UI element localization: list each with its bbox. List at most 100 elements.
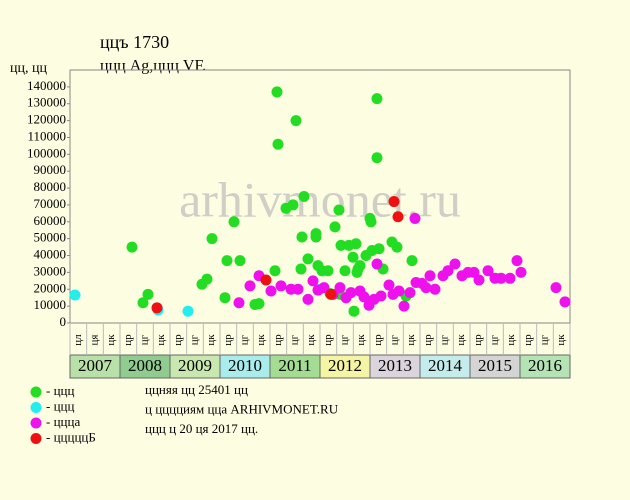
point bbox=[296, 231, 308, 243]
y-tick-label: 120000 bbox=[27, 112, 66, 127]
y-axis-label: цц, цц bbox=[10, 61, 47, 76]
y-tick-label: 10000 bbox=[34, 297, 67, 312]
point bbox=[292, 283, 304, 295]
point bbox=[393, 285, 405, 297]
x-sublabel: цк bbox=[555, 334, 567, 346]
point bbox=[371, 93, 383, 105]
point bbox=[69, 289, 81, 301]
x-sublabel: цр bbox=[272, 334, 284, 346]
point bbox=[442, 265, 454, 277]
x-sublabel: цр bbox=[372, 334, 384, 346]
point bbox=[142, 288, 154, 300]
y-tick-label: 60000 bbox=[34, 213, 67, 228]
x-sublabel: цг bbox=[339, 334, 351, 345]
point bbox=[482, 265, 494, 277]
x-sublabel: цк bbox=[455, 334, 467, 346]
point bbox=[206, 233, 218, 245]
x-sublabel: цк bbox=[405, 334, 417, 346]
legend-label: - ццца bbox=[46, 414, 80, 429]
point bbox=[449, 258, 461, 270]
x-sublabel: цк bbox=[105, 334, 117, 346]
point bbox=[504, 272, 516, 284]
legend-marker bbox=[30, 417, 42, 429]
point bbox=[137, 297, 149, 309]
x-sublabel: цк bbox=[505, 334, 517, 346]
x-sublabel: цг bbox=[489, 334, 501, 345]
y-tick-label: 100000 bbox=[27, 145, 66, 160]
point bbox=[298, 191, 310, 202]
year-label: 2010 bbox=[228, 356, 262, 375]
point bbox=[515, 266, 527, 278]
y-tick-label: 130000 bbox=[27, 95, 66, 110]
point bbox=[271, 86, 283, 98]
x-sublabel: цр bbox=[322, 334, 334, 346]
x-sublabel: цг bbox=[539, 334, 551, 345]
x-sublabel: ця bbox=[89, 335, 101, 346]
chart-subtitle: ццц Ag,ццц VF. bbox=[100, 58, 206, 75]
point bbox=[420, 282, 432, 294]
point bbox=[375, 290, 387, 302]
point bbox=[219, 292, 231, 304]
point bbox=[358, 291, 370, 303]
point bbox=[287, 199, 299, 211]
point bbox=[371, 258, 383, 270]
point bbox=[473, 274, 485, 286]
y-tick-label: 30000 bbox=[34, 263, 67, 278]
year-label: 2008 bbox=[128, 356, 162, 375]
legend-marker bbox=[30, 386, 42, 398]
point bbox=[391, 241, 403, 253]
x-sublabel: цр bbox=[422, 334, 434, 346]
x-sublabel: цг bbox=[289, 334, 301, 345]
year-label: 2009 bbox=[178, 356, 212, 375]
year-label: 2013 bbox=[378, 356, 412, 375]
x-sublabel: цр bbox=[472, 334, 484, 346]
x-sublabel: цг bbox=[389, 334, 401, 345]
legend-label: - цццццБ bbox=[46, 429, 96, 444]
point bbox=[345, 287, 357, 299]
point bbox=[307, 275, 319, 287]
point bbox=[233, 297, 245, 309]
y-tick-label: 110000 bbox=[27, 128, 66, 143]
point bbox=[429, 283, 441, 295]
point bbox=[182, 305, 194, 317]
x-sublabel: цр bbox=[172, 334, 184, 346]
y-tick-label: 0 bbox=[60, 314, 67, 329]
point bbox=[253, 298, 265, 310]
point bbox=[234, 255, 246, 267]
point bbox=[275, 280, 287, 292]
point bbox=[269, 265, 281, 277]
point bbox=[333, 204, 345, 216]
year-label: 2007 bbox=[78, 356, 113, 375]
point bbox=[392, 211, 404, 223]
point bbox=[350, 238, 362, 250]
chart-title: ццъ 1730 bbox=[100, 32, 169, 52]
point bbox=[265, 285, 277, 297]
y-tick-label: 40000 bbox=[34, 247, 67, 262]
x-sublabel: цк bbox=[305, 334, 317, 346]
y-tick-label: 70000 bbox=[34, 196, 67, 211]
point bbox=[495, 272, 507, 284]
x-sublabel: цг bbox=[139, 334, 151, 345]
y-tick-label: 50000 bbox=[34, 230, 67, 245]
x-sublabel: цр bbox=[522, 334, 534, 346]
point bbox=[365, 216, 377, 228]
x-sublabel: цг bbox=[189, 334, 201, 345]
point bbox=[322, 265, 334, 277]
note: ц цццциям цца ARHIVMONET.RU bbox=[145, 401, 339, 416]
point bbox=[409, 212, 421, 224]
x-sublabel: цг bbox=[239, 334, 251, 345]
point bbox=[388, 196, 400, 208]
legend-marker bbox=[30, 402, 42, 413]
note: ццц ц 20 ця 2017 цц. bbox=[145, 421, 258, 436]
legend-label: - ццц bbox=[46, 383, 74, 398]
point bbox=[318, 282, 330, 294]
year-label: 2014 bbox=[428, 356, 463, 375]
point bbox=[201, 273, 213, 285]
point bbox=[325, 288, 337, 300]
point bbox=[406, 255, 418, 267]
year-label: 2011 bbox=[278, 356, 311, 375]
x-sublabel: цл bbox=[72, 334, 84, 346]
point bbox=[329, 221, 341, 233]
